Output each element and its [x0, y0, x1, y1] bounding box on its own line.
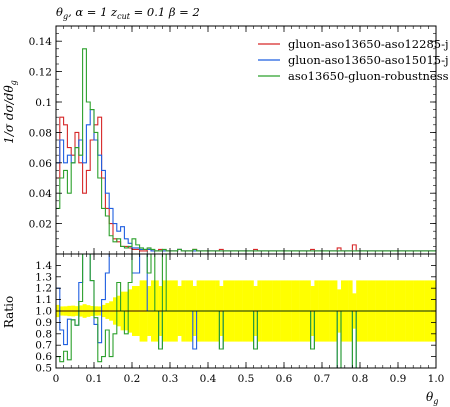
- x-tick-label: 0: [53, 373, 60, 385]
- y-top-tick-label: 0.06: [29, 158, 53, 170]
- y-ratio-tick-label: 0.8: [35, 328, 52, 340]
- y-ratio-tick-label: 0.7: [35, 340, 52, 352]
- x-tick-label: 0.5: [238, 373, 255, 385]
- y-ratio-tick-label: 0.9: [35, 317, 52, 329]
- x-tick-label: 0.2: [124, 373, 141, 385]
- y-ratio-tick-label: 1.3: [35, 271, 52, 283]
- x-tick-label: 0.6: [276, 373, 293, 385]
- y-ratio-tick-label: 1.2: [35, 283, 52, 295]
- y-top-tick-label: 0.14: [29, 36, 53, 48]
- legend-label-1: gluon-aso13650-aso15015-j: [288, 53, 449, 67]
- y-axis-label-bottom: Ratio: [2, 296, 16, 328]
- top-series-group: [56, 48, 436, 252]
- y-ratio-tick-label: 1.1: [35, 294, 52, 306]
- y-ratio-tick-label: 1.0: [35, 306, 52, 318]
- y-top-tick-label: 0.04: [29, 188, 53, 200]
- x-tick-label: 0.8: [352, 373, 369, 385]
- axis-tick-labels: 0 0.1 0.2 0.3 0.4 0.5 0.6 0.7 0.8 0.9 1.00.020.040…: [29, 36, 445, 385]
- y-ratio-tick-label: 0.6: [35, 351, 52, 363]
- y-ratio-tick-label: 0.5: [35, 363, 52, 375]
- y-axis-label-top: 1/σ dσ/dθg: [2, 80, 18, 144]
- x-tick-label: 0.4: [200, 373, 217, 385]
- x-tick-label: 0.9: [390, 373, 407, 385]
- y-top-tick-label: 0.1: [35, 97, 52, 109]
- axis-ticks: [55, 26, 437, 369]
- legend: gluon-aso13650-aso12285-j gluon-aso13650-…: [258, 37, 449, 83]
- x-tick-label: 0.3: [162, 373, 179, 385]
- series-line-2: [56, 48, 436, 252]
- y-top-tick-label: 0.12: [29, 67, 52, 79]
- y-top-tick-label: 0.08: [29, 127, 52, 139]
- legend-label-0: gluon-aso13650-aso12285-j: [288, 37, 449, 51]
- x-tick-label: 0.7: [314, 373, 331, 385]
- y-top-tick-label: 0.02: [29, 219, 52, 231]
- x-tick-label: 0.1: [86, 373, 103, 385]
- x-tick-label: 1.0: [428, 373, 445, 385]
- legend-label-2: aso13650-gluon-robustness: [288, 69, 449, 83]
- chart-title: θg, α = 1 zcut = 0.1 β = 2: [56, 5, 200, 21]
- x-axis-label: θg: [426, 390, 438, 406]
- y-ratio-tick-label: 1.4: [35, 260, 52, 272]
